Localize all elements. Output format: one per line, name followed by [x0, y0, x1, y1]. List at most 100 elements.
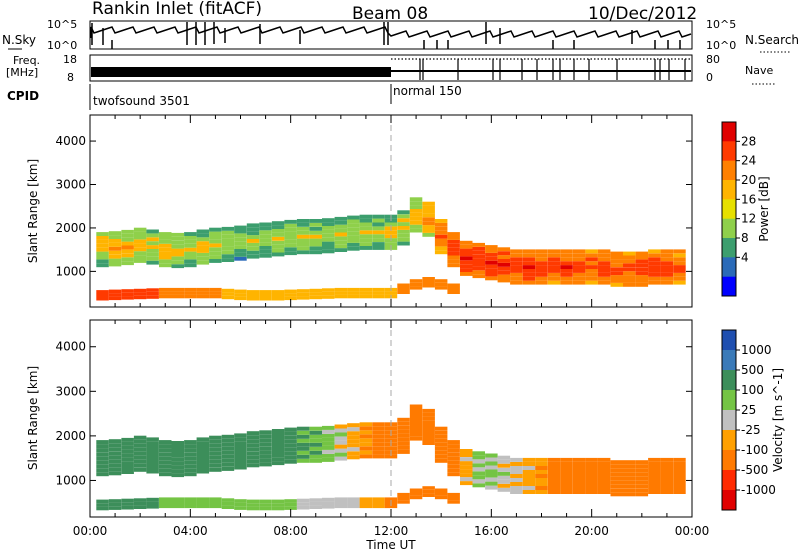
heat-cell	[133, 227, 147, 232]
heat-cell	[610, 492, 623, 497]
heat-cell	[234, 445, 247, 450]
heat-cell	[560, 269, 573, 273]
heat-cell	[209, 231, 222, 236]
heat-cell	[372, 501, 385, 505]
heat-cell	[409, 220, 423, 225]
heat-cell	[234, 499, 247, 503]
heat-cell	[535, 474, 548, 478]
heat-cell	[96, 263, 109, 268]
heat-cell	[234, 433, 247, 438]
heat-cell	[372, 450, 385, 455]
heat-cell	[610, 275, 623, 279]
heat-cell	[271, 240, 285, 245]
heat-cell	[585, 249, 598, 254]
heat-cell	[284, 239, 297, 244]
heat-cell	[184, 291, 197, 295]
heat-cell	[196, 245, 210, 249]
heat-cell	[447, 444, 460, 449]
heat-cell	[460, 481, 473, 486]
heat-cell	[284, 251, 297, 256]
heat-cell	[209, 251, 222, 256]
heat-cell	[108, 459, 122, 464]
heat-cell	[271, 441, 285, 445]
heat-cell	[246, 227, 260, 232]
heat-cell	[447, 472, 460, 477]
heat-cell	[409, 209, 423, 213]
heat-cell	[522, 265, 536, 269]
heat-cell	[610, 279, 623, 283]
heat-cell	[460, 244, 473, 249]
heat-cell	[384, 291, 398, 295]
heat-cell	[572, 470, 586, 474]
heat-cell	[334, 444, 348, 449]
heat-cell	[610, 480, 623, 485]
heat-cell	[547, 265, 561, 269]
heat-cell	[259, 454, 272, 459]
heat-cell	[108, 467, 122, 472]
heat-cell	[271, 449, 285, 453]
heat-cell	[196, 461, 210, 466]
heat-cell	[572, 249, 586, 254]
heat-cell	[347, 291, 360, 295]
heat-cell	[409, 408, 423, 413]
heat-cell	[447, 243, 460, 248]
velocity-colorbar-ticks: 1000 500 100 25 -25 -100 -500 -1000	[736, 343, 776, 497]
heat-cell	[284, 219, 297, 224]
heat-cell	[522, 272, 536, 277]
heat-cell	[547, 249, 561, 254]
heat-cell	[610, 282, 623, 287]
heat-cell	[347, 439, 360, 444]
heat-cell	[560, 249, 573, 254]
heat-cell	[522, 490, 536, 494]
heat-cell	[623, 271, 636, 276]
heat-cell	[547, 470, 561, 474]
heat-cell	[422, 416, 435, 421]
heat-cell	[485, 469, 498, 474]
heat-cell	[359, 438, 373, 443]
heat-cell	[610, 460, 623, 465]
freq-spikes	[419, 59, 686, 80]
heat-cell	[221, 226, 235, 231]
heat-cell	[209, 504, 222, 509]
heat-cell	[585, 486, 598, 490]
heat-cell	[133, 288, 147, 293]
colorbar-swatch	[722, 350, 736, 371]
heat-cell	[359, 422, 373, 427]
heat-cell	[359, 434, 373, 439]
heat-cell	[246, 431, 260, 436]
heat-cell	[648, 272, 661, 277]
heat-cell	[259, 434, 272, 439]
heat-cell	[422, 489, 435, 494]
heat-cell	[535, 261, 548, 266]
heat-cell	[284, 506, 297, 510]
heat-cell	[334, 448, 348, 453]
heat-cell	[284, 431, 297, 436]
heat-cell	[159, 440, 172, 445]
heat-cell	[246, 503, 260, 507]
heat-cell	[522, 257, 536, 262]
nsearch-tick-high: 10^5	[706, 18, 736, 31]
heat-cell	[209, 239, 222, 244]
heat-cell	[209, 291, 222, 295]
colorbar-swatch	[722, 330, 736, 351]
heat-cell	[560, 466, 573, 470]
heat-cell	[347, 431, 360, 436]
heat-cell	[497, 278, 511, 283]
heat-cell	[560, 272, 573, 277]
heat-cell	[572, 253, 586, 258]
heat-cell	[447, 456, 460, 461]
heat-cell	[184, 468, 197, 473]
heat-cell	[648, 466, 661, 470]
heat-cell	[171, 469, 184, 474]
heat-cell	[347, 455, 360, 460]
heat-cell	[535, 269, 548, 273]
heat-cell	[648, 280, 661, 285]
colorbar-swatch	[722, 390, 736, 411]
heat-cell	[485, 264, 498, 269]
heat-cell	[660, 482, 674, 486]
heat-cell	[146, 505, 159, 509]
heat-cell	[409, 412, 423, 417]
power-colorbar-swatches	[722, 122, 736, 297]
heat-cell	[221, 505, 235, 509]
heat-cell	[372, 497, 385, 501]
